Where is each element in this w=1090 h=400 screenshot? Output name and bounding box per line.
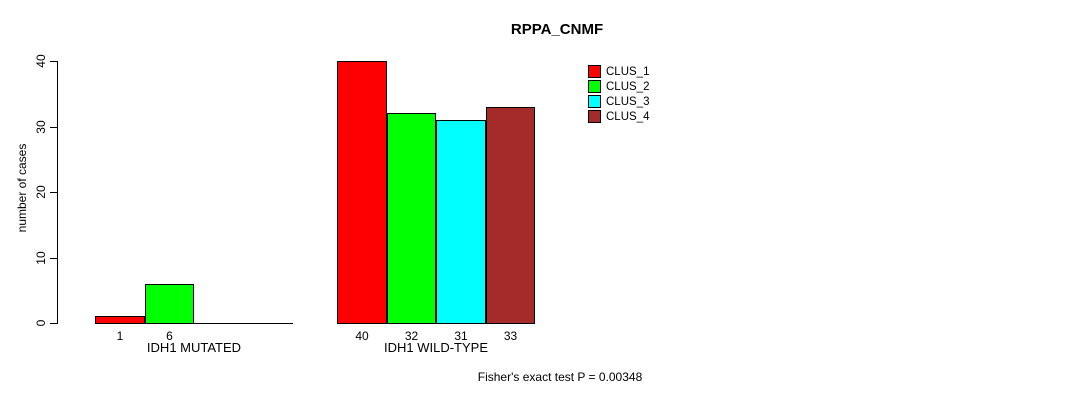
bar-value-label: 1 bbox=[116, 329, 124, 343]
bar-value-label: 40 bbox=[355, 329, 369, 343]
legend-label: CLUS_4 bbox=[606, 110, 650, 123]
y-tick-label: 10 bbox=[34, 251, 48, 265]
group-label: IDH1 WILD-TYPE bbox=[383, 340, 489, 355]
y-axis-tick bbox=[50, 192, 57, 193]
legend-item: CLUS_1 bbox=[588, 64, 649, 79]
legend-item: CLUS_4 bbox=[588, 109, 649, 124]
bar bbox=[337, 61, 387, 324]
bar-value-label: 31 bbox=[454, 329, 468, 343]
group-label: IDH1 MUTATED bbox=[146, 340, 242, 355]
legend-item: CLUS_2 bbox=[588, 79, 649, 94]
bar bbox=[387, 113, 436, 324]
bar bbox=[95, 316, 145, 324]
legend-swatch bbox=[588, 110, 601, 123]
bar-value-label: 32 bbox=[404, 329, 419, 343]
bar bbox=[436, 120, 486, 324]
legend-swatch bbox=[588, 95, 601, 108]
legend-label: CLUS_3 bbox=[606, 95, 650, 108]
y-tick-label: 0 bbox=[34, 319, 48, 327]
annotation-text: Fisher's exact test P = 0.00348 bbox=[477, 370, 643, 384]
bar bbox=[145, 284, 194, 324]
group-baseline bbox=[95, 323, 293, 324]
legend-label: CLUS_1 bbox=[606, 65, 650, 78]
y-tick-label: 40 bbox=[34, 54, 48, 68]
legend-swatch bbox=[588, 80, 601, 93]
bar-value-label: 33 bbox=[503, 329, 518, 343]
y-axis-tick bbox=[50, 61, 57, 62]
y-tick-label: 20 bbox=[34, 185, 48, 199]
bar-value-label: 6 bbox=[166, 329, 173, 343]
legend-label: CLUS_2 bbox=[606, 80, 650, 93]
y-axis-tick bbox=[50, 127, 57, 128]
y-axis-tick bbox=[50, 258, 57, 259]
y-axis-tick bbox=[50, 323, 57, 324]
bar bbox=[486, 107, 535, 324]
y-tick-label: 30 bbox=[34, 120, 48, 134]
chart-title: RPPA_CNMF bbox=[510, 21, 604, 38]
y-axis-label: number of cases bbox=[15, 143, 29, 233]
legend: CLUS_1 CLUS_2 CLUS_3 CLUS_4 bbox=[588, 64, 649, 124]
legend-swatch bbox=[588, 65, 601, 78]
y-axis-line bbox=[57, 61, 58, 324]
legend-item: CLUS_3 bbox=[588, 94, 649, 109]
